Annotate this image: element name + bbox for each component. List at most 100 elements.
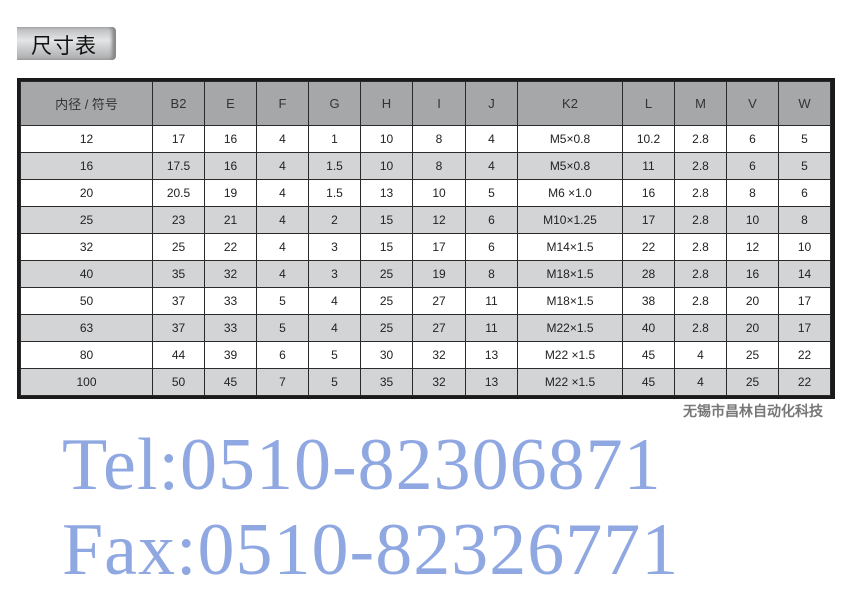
column-header: K2 [517, 81, 623, 126]
table-row: 40 35 32 4 3 25 19 8 M18×1.5 28 2.8 16 14 [20, 260, 831, 288]
table-cell: 10 [412, 179, 466, 207]
table-row: 80 44 39 6 5 30 32 13 M22 ×1.5 45 4 25 22 [20, 341, 831, 369]
table-cell: 25 [152, 233, 205, 261]
table-cell: 19 [412, 260, 466, 288]
table-cell: 25 [726, 341, 779, 369]
table-cell: 4 [256, 206, 309, 234]
table-row: 16 17.5 16 4 1.5 10 8 4 M5×0.8 11 2.8 6 5 [20, 152, 831, 180]
table-cell: 10 [726, 206, 779, 234]
table-cell: 5 [256, 287, 309, 315]
table-cell: 23 [152, 206, 205, 234]
table-cell: 20 [726, 314, 779, 342]
table-cell: M18×1.5 [517, 287, 623, 315]
table-row: 100 50 45 7 5 35 32 13 M22 ×1.5 45 4 25 22 [20, 368, 831, 396]
table-row: 12 17 16 4 1 10 8 4 M5×0.8 10.2 2.8 6 5 [20, 125, 831, 153]
table-cell: 19 [204, 179, 257, 207]
table-cell: 45 [622, 341, 675, 369]
table-cell: 8 [726, 179, 779, 207]
table-cell: 7 [256, 368, 309, 396]
table-cell: 35 [360, 368, 413, 396]
table-cell: 25 [726, 368, 779, 396]
table-row: 50 37 33 5 4 25 27 11 M18×1.5 38 2.8 20 17 [20, 287, 831, 315]
table-cell: 15 [360, 206, 413, 234]
table-cell: 16 [204, 152, 257, 180]
table-cell: 4 [308, 314, 361, 342]
table-cell: 4 [674, 368, 727, 396]
table-cell: 25 [360, 287, 413, 315]
table-cell: 17 [778, 314, 831, 342]
table-cell: 33 [204, 314, 257, 342]
table-cell: M6 ×1.0 [517, 179, 623, 207]
column-header: H [360, 81, 413, 126]
table-cell: 8 [465, 260, 518, 288]
table-cell: 11 [465, 287, 518, 315]
watermark-fax: Fax:0510-82326771 [62, 509, 680, 591]
table-cell: 32 [20, 233, 153, 261]
table-cell: 3 [308, 260, 361, 288]
table-cell: 17 [778, 287, 831, 315]
table-cell: 32 [204, 260, 257, 288]
table-cell: 4 [674, 341, 727, 369]
table-cell: 4 [256, 152, 309, 180]
table-cell: 32 [412, 341, 466, 369]
table-cell: 2.8 [674, 179, 727, 207]
table-cell: 13 [465, 368, 518, 396]
table-cell: 44 [152, 341, 205, 369]
table-cell: 80 [20, 341, 153, 369]
table-cell: 39 [204, 341, 257, 369]
table-cell: 45 [204, 368, 257, 396]
table-cell: 4 [256, 179, 309, 207]
table-cell: 17 [152, 125, 205, 153]
column-header: M [674, 81, 727, 126]
table-cell: 6 [465, 206, 518, 234]
table-cell: 37 [152, 314, 205, 342]
table-cell: 12 [726, 233, 779, 261]
table-cell: M18×1.5 [517, 260, 623, 288]
table-row: 20 20.5 19 4 1.5 13 10 5 M6 ×1.0 16 2.8 8 6 [20, 179, 831, 207]
table-cell: 20 [726, 287, 779, 315]
table-cell: M14×1.5 [517, 233, 623, 261]
table-cell: 40 [622, 314, 675, 342]
table-cell: 6 [256, 341, 309, 369]
table-cell: 50 [20, 287, 153, 315]
table-cell: 4 [308, 287, 361, 315]
table-cell: 5 [308, 368, 361, 396]
table-cell: 2.8 [674, 260, 727, 288]
table-cell: 10 [360, 152, 413, 180]
table-cell: 2.8 [674, 314, 727, 342]
table-cell: 12 [20, 125, 153, 153]
table-cell: 11 [622, 152, 675, 180]
section-title: 尺寸表 [31, 34, 97, 58]
table-cell: 10.2 [622, 125, 675, 153]
table-cell: 13 [465, 341, 518, 369]
table-cell: 4 [256, 125, 309, 153]
table-cell: 2.8 [674, 125, 727, 153]
table-cell: 45 [622, 368, 675, 396]
table-cell: 30 [360, 341, 413, 369]
table-cell: 28 [622, 260, 675, 288]
table-row: 32 25 22 4 3 15 17 6 M14×1.5 22 2.8 12 10 [20, 233, 831, 261]
section-title-badge: 尺寸表 [17, 27, 116, 60]
table-row: 25 23 21 4 2 15 12 6 M10×1.25 17 2.8 10 8 [20, 206, 831, 234]
table-cell: 27 [412, 314, 466, 342]
table-cell: 16 [726, 260, 779, 288]
column-header: 内径 / 符号 [20, 81, 153, 126]
table-cell: 11 [465, 314, 518, 342]
column-header: V [726, 81, 779, 126]
table-cell: 32 [412, 368, 466, 396]
table-cell: 5 [256, 314, 309, 342]
table-cell: 25 [360, 260, 413, 288]
table-cell: 4 [465, 125, 518, 153]
table-cell: 22 [622, 233, 675, 261]
table-cell: 5 [778, 152, 831, 180]
table-cell: 8 [412, 152, 466, 180]
table-cell: 20 [20, 179, 153, 207]
table-cell: M22 ×1.5 [517, 368, 623, 396]
dimension-table: 内径 / 符号 B2 E F G H I J K2 L M V W 12 17 16 4 1 10 8 4 M5×0.8… [17, 78, 835, 399]
column-header: W [778, 81, 831, 126]
table-cell: 50 [152, 368, 205, 396]
table-cell: 2 [308, 206, 361, 234]
table-cell: 6 [778, 179, 831, 207]
table-cell: M5×0.8 [517, 125, 623, 153]
table-cell: M22×1.5 [517, 314, 623, 342]
